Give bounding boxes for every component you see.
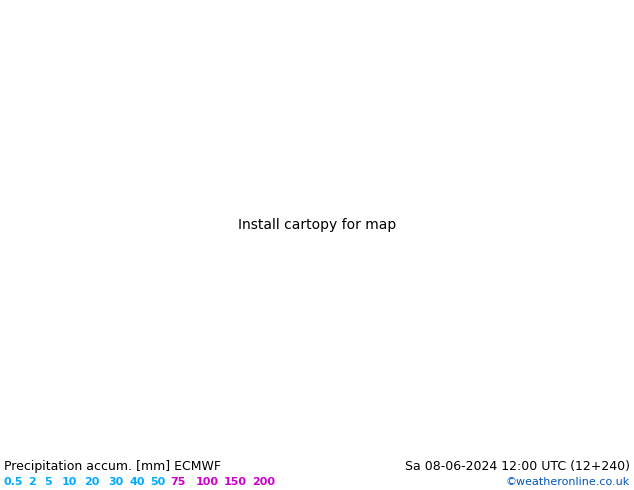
Text: 40: 40: [130, 477, 145, 487]
Text: 20: 20: [84, 477, 100, 487]
Text: 2: 2: [28, 477, 36, 487]
Text: Precipitation accum. [mm] ECMWF: Precipitation accum. [mm] ECMWF: [4, 460, 221, 473]
Text: 10: 10: [62, 477, 77, 487]
Text: 5: 5: [44, 477, 51, 487]
Text: 150: 150: [224, 477, 247, 487]
Text: 75: 75: [170, 477, 185, 487]
Text: 50: 50: [150, 477, 165, 487]
Text: Sa 08-06-2024 12:00 UTC (12+240): Sa 08-06-2024 12:00 UTC (12+240): [405, 460, 630, 473]
Text: 100: 100: [196, 477, 219, 487]
Text: 30: 30: [108, 477, 123, 487]
Text: 200: 200: [252, 477, 275, 487]
Text: ©weatheronline.co.uk: ©weatheronline.co.uk: [506, 477, 630, 487]
Text: 0.5: 0.5: [4, 477, 23, 487]
Text: Install cartopy for map: Install cartopy for map: [238, 218, 396, 232]
